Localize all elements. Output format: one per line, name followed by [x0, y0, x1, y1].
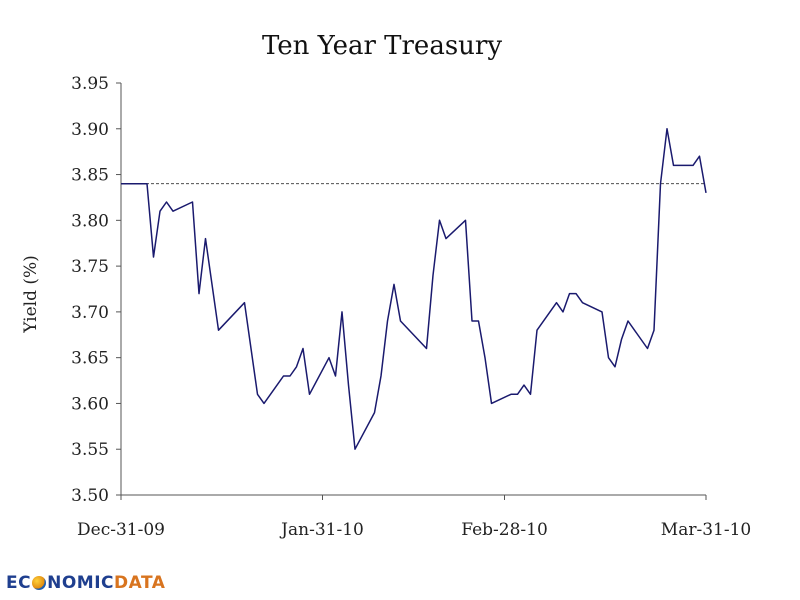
y-tick-label: 3.80	[71, 211, 109, 231]
logo-text-ec: EC	[6, 573, 32, 593]
y-tick-label: 3.95	[71, 74, 109, 94]
axes	[120, 83, 706, 496]
x-tick-label: Jan-31-10	[279, 520, 364, 540]
series-group	[121, 128, 707, 450]
x-tick-label: Feb-28-10	[461, 520, 548, 540]
y-tick-label: 3.50	[71, 486, 109, 506]
y-tick-label: 3.65	[71, 349, 109, 369]
y-tick-label: 3.70	[71, 303, 109, 323]
x-tick-label: Dec-31-09	[77, 520, 165, 540]
y-tick-label: 3.60	[71, 394, 109, 414]
series-line	[121, 128, 707, 450]
chart-title: Ten Year Treasury	[262, 31, 502, 61]
y-axis-title: Yield (%)	[21, 255, 41, 334]
y-tick-label: 3.90	[71, 120, 109, 140]
y-ticks: 3.50 3.55 3.60 3.65 3.70 3.75 3.80 3.85 3.90 3.95	[71, 74, 121, 506]
y-tick-label: 3.75	[71, 257, 109, 277]
economicdata-logo: EC NOMICDATA	[6, 573, 165, 593]
y-tick-label: 3.85	[71, 166, 109, 186]
globe-icon	[32, 576, 47, 590]
x-ticks: Dec-31-09 Jan-31-10 Feb-28-10 Mar-31-10	[77, 495, 751, 540]
y-tick-label: 3.55	[71, 440, 109, 460]
logo-text-data: DATA	[114, 573, 166, 593]
x-tick-label: Mar-31-10	[661, 520, 751, 540]
logo-text-nomic: NOMIC	[47, 573, 114, 593]
